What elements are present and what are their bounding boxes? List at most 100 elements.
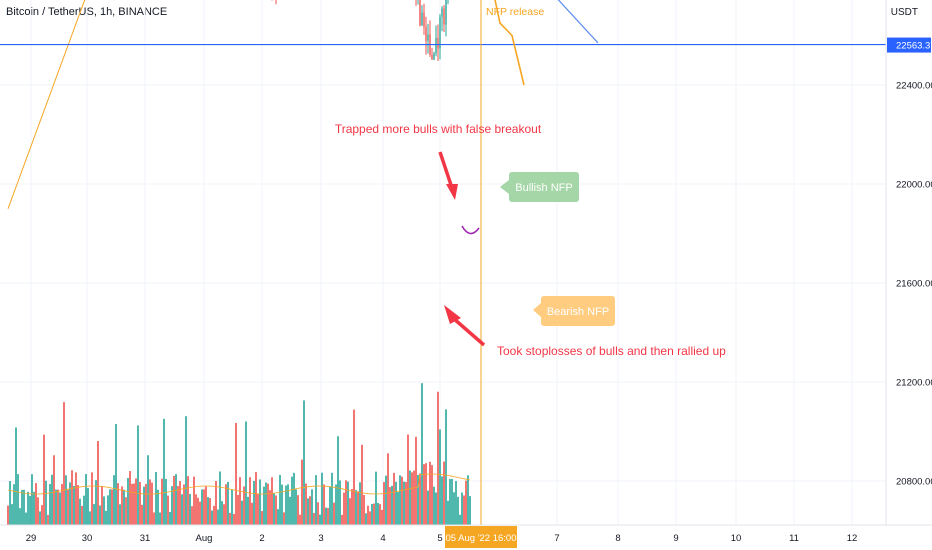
volume-bar xyxy=(249,477,251,525)
volume-bar xyxy=(339,480,341,525)
volume-bar xyxy=(457,496,459,525)
volume-bar xyxy=(453,492,455,525)
volume-bar xyxy=(269,490,271,525)
volume-bar xyxy=(447,500,449,525)
volume-bar xyxy=(359,482,361,525)
grid xyxy=(0,0,886,525)
volume-bar xyxy=(283,512,285,525)
volume-bar xyxy=(95,480,97,525)
volume-bar xyxy=(53,455,55,525)
volume-bar xyxy=(179,481,181,525)
currency-label: USDT xyxy=(890,7,918,18)
volume-bar xyxy=(171,486,173,525)
volume-bar xyxy=(209,498,211,525)
x-tick-label: 3 xyxy=(318,533,323,544)
volume-bar xyxy=(13,484,15,525)
volume-bar xyxy=(161,478,163,525)
volume-bar xyxy=(119,504,121,525)
volume-bar xyxy=(397,492,399,525)
volume-bar xyxy=(75,472,77,525)
volume-bar xyxy=(385,475,387,525)
volume-bar xyxy=(323,484,325,525)
volume-bar xyxy=(139,481,141,525)
volume-bar xyxy=(367,505,369,525)
volume-bar xyxy=(173,475,175,525)
candle-body xyxy=(435,37,437,54)
volume-bar xyxy=(467,475,469,525)
volume-bar xyxy=(71,470,73,525)
x-tick-label: 12 xyxy=(847,533,858,544)
volume-bar xyxy=(241,500,243,525)
volume-bar xyxy=(325,507,327,525)
support-price-badge xyxy=(887,37,931,53)
volume-bar xyxy=(395,481,397,525)
volume-bar xyxy=(251,502,253,525)
volume-bar xyxy=(169,512,171,525)
volume-bar xyxy=(79,498,81,525)
volume-bar xyxy=(377,502,379,525)
volume-bar xyxy=(83,495,85,525)
volume-bar xyxy=(305,483,307,525)
candle-body xyxy=(443,8,445,25)
volume-bar xyxy=(105,510,107,525)
y-tick-label: 21200.00 xyxy=(896,378,932,389)
volume-bar xyxy=(301,459,303,525)
volume-bar xyxy=(15,427,17,525)
volume-bar xyxy=(261,511,263,525)
volume-bar xyxy=(335,484,337,525)
volume-bar xyxy=(379,504,381,525)
volume-bar xyxy=(183,484,185,525)
volume-bar xyxy=(49,484,51,525)
volume-bar xyxy=(91,472,93,525)
volume-bar xyxy=(267,483,269,525)
volume-bar xyxy=(11,504,13,525)
volume-bar xyxy=(157,489,159,525)
volume-bar xyxy=(381,509,383,525)
arrow-up-head xyxy=(444,305,461,324)
volume-bar xyxy=(257,493,259,525)
volume-bar xyxy=(21,489,23,525)
time-highlight xyxy=(445,526,517,548)
candle-body xyxy=(423,12,425,27)
candle-body xyxy=(437,37,439,49)
volume-bar xyxy=(311,489,313,525)
volume-bar xyxy=(149,479,151,525)
volume-bar xyxy=(97,441,99,525)
volume-bar xyxy=(429,461,431,525)
volume-bar xyxy=(413,470,415,525)
volume-bar xyxy=(333,502,335,525)
volume-bar xyxy=(47,514,49,525)
volume-bar xyxy=(181,494,183,525)
y-tick-label: 22000.00 xyxy=(896,180,932,191)
volume-bar xyxy=(145,483,147,525)
volume-bar xyxy=(319,514,321,525)
bearish-callout-pointer xyxy=(533,303,541,317)
volume-bar xyxy=(455,481,457,525)
volume-bar xyxy=(177,486,179,525)
volume-bar xyxy=(217,509,219,525)
volume-bar xyxy=(35,483,37,525)
volume-bar xyxy=(33,491,35,525)
volume-bar xyxy=(55,489,57,525)
volume-bar xyxy=(43,434,45,525)
volume-bar xyxy=(375,471,377,525)
volume-bar xyxy=(189,493,191,525)
volume-bar xyxy=(129,471,131,525)
candle-body xyxy=(431,54,433,60)
volume-bar xyxy=(111,489,113,525)
volume-bar xyxy=(417,474,419,525)
volume-bar xyxy=(327,508,329,525)
volume-bar xyxy=(231,489,233,525)
volume-bar xyxy=(355,490,357,525)
volume-bar xyxy=(273,493,275,525)
volume-bar xyxy=(309,496,311,525)
volume-bar xyxy=(87,487,89,525)
volume-bar xyxy=(245,421,247,525)
volume-bar xyxy=(59,492,61,525)
volume-bar xyxy=(233,513,235,525)
volume-bar xyxy=(175,474,177,525)
volume-bar xyxy=(281,484,283,525)
volume-bar xyxy=(165,478,167,525)
volume-bar xyxy=(349,498,351,525)
